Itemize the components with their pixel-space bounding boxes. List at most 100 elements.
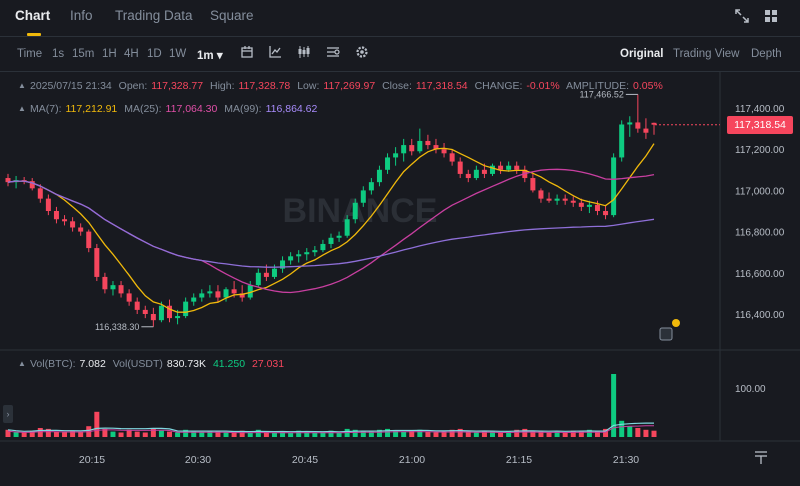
volume-bar bbox=[627, 426, 633, 437]
change-value: -0.01% bbox=[526, 80, 560, 92]
high-marker-label: 117,466.52 bbox=[579, 89, 623, 99]
expand-icon[interactable] bbox=[734, 9, 750, 25]
candle-body bbox=[603, 211, 609, 216]
ohlc-date: 2025/07/15 21:34 bbox=[30, 80, 112, 92]
candle-body bbox=[126, 293, 132, 302]
ma25-label: MA(25): bbox=[124, 103, 162, 115]
candle-body bbox=[514, 165, 520, 170]
vol-usdt-value: 830.73K bbox=[166, 358, 207, 370]
volume-bar bbox=[554, 431, 560, 437]
indicator-icon[interactable] bbox=[240, 45, 256, 61]
volume-bar bbox=[594, 430, 600, 437]
top-tab-bar: Chart Info Trading Data Square bbox=[0, 0, 800, 37]
chart-area[interactable]: BINANCE 117,400.00 117,200.00 117,000.00 116… bbox=[0, 72, 800, 481]
timeframe-time[interactable]: Time bbox=[17, 48, 43, 60]
view-original[interactable]: Original bbox=[620, 48, 664, 60]
candle-body bbox=[368, 182, 374, 191]
candle-body bbox=[546, 198, 552, 201]
candlestick-chart[interactable]: BINANCE 117,400.00 117,200.00 117,000.00 116… bbox=[0, 72, 800, 481]
candle-body bbox=[62, 219, 68, 222]
volume-bar bbox=[522, 428, 528, 437]
chart-type-icon[interactable] bbox=[268, 45, 284, 61]
volume-bar bbox=[441, 431, 447, 437]
candle-body bbox=[506, 165, 512, 170]
view-trading-view[interactable]: Trading View bbox=[673, 48, 740, 60]
volume-bar bbox=[102, 428, 108, 437]
volume-bar bbox=[53, 431, 59, 437]
tab-chart[interactable]: Chart bbox=[15, 8, 51, 23]
vol-btc-value: 7.082 bbox=[79, 358, 106, 370]
candle-body bbox=[142, 309, 148, 314]
time-tick-label: 20:15 bbox=[79, 454, 105, 466]
candle-body bbox=[247, 285, 253, 298]
collapse-ohlc-caret-icon[interactable]: ▲ bbox=[18, 81, 26, 90]
tab-trading-data[interactable]: Trading Data bbox=[115, 8, 193, 23]
draw-tools-icon[interactable] bbox=[326, 45, 342, 61]
candle-body bbox=[239, 293, 245, 298]
timeframe-1h[interactable]: 1H bbox=[102, 48, 117, 60]
candle-body bbox=[280, 260, 286, 269]
timeframe-4h[interactable]: 4H bbox=[124, 48, 139, 60]
volume-bar bbox=[328, 430, 334, 437]
ma99-value: 116,864.62 bbox=[265, 103, 318, 115]
grid-layout-icon[interactable] bbox=[763, 9, 779, 25]
volume-bar bbox=[619, 420, 625, 437]
volume-bar bbox=[110, 431, 116, 437]
expand-side-panel-icon[interactable]: › bbox=[3, 405, 13, 423]
candle-body bbox=[344, 219, 350, 236]
volume-bar bbox=[183, 429, 189, 437]
timeframe-1d[interactable]: 1D bbox=[147, 48, 162, 60]
candle-body bbox=[651, 122, 657, 125]
volume-bar bbox=[425, 431, 431, 437]
high-value: 117,328.78 bbox=[238, 80, 291, 92]
volume-bar bbox=[651, 430, 657, 437]
collapse-ma-caret-icon[interactable]: ▲ bbox=[18, 104, 26, 113]
timeframe-1s[interactable]: 1s bbox=[52, 48, 65, 60]
vol-usdt-label: Vol(USDT) bbox=[112, 358, 163, 370]
volume-bar bbox=[70, 430, 76, 437]
volume-bar bbox=[352, 429, 358, 437]
amplitude-label: AMPLITUDE: bbox=[566, 80, 630, 92]
collapse-vol-caret-icon[interactable]: ▲ bbox=[18, 359, 26, 368]
candle-body bbox=[110, 285, 116, 290]
close-label: Close: bbox=[382, 80, 412, 92]
tab-info[interactable]: Info bbox=[70, 8, 93, 23]
volume-bar bbox=[223, 432, 229, 437]
candle-body bbox=[643, 128, 649, 133]
candle-body bbox=[385, 157, 391, 170]
candle-body bbox=[102, 276, 108, 290]
volume-bar bbox=[207, 430, 213, 437]
timeframe-1w[interactable]: 1W bbox=[169, 48, 187, 60]
view-depth[interactable]: Depth bbox=[751, 48, 782, 60]
candle-body bbox=[191, 297, 197, 302]
price-tick-label: 117,400.00 bbox=[735, 104, 785, 115]
volume-bar bbox=[134, 431, 140, 437]
volume-bar bbox=[376, 429, 382, 437]
candle-body bbox=[409, 145, 415, 152]
volume-bar bbox=[255, 429, 261, 437]
open-value: 117,328.77 bbox=[151, 80, 204, 92]
candle-body bbox=[167, 305, 172, 319]
timeframe-1m-dropdown[interactable]: 1m ▾ bbox=[197, 50, 223, 62]
candle-body bbox=[336, 235, 342, 238]
candle-body bbox=[481, 169, 487, 174]
time-tick-label: 20:30 bbox=[185, 454, 211, 466]
candle-style-icon[interactable] bbox=[297, 45, 313, 61]
ma7-value: 117,212.91 bbox=[65, 103, 118, 115]
volume-bar bbox=[481, 430, 487, 437]
vol-ma-value-1: 41.250 bbox=[212, 358, 246, 370]
settings-icon[interactable] bbox=[355, 45, 371, 61]
volume-bar bbox=[449, 429, 455, 437]
tab-square[interactable]: Square bbox=[210, 8, 254, 23]
timeframe-15m[interactable]: 15m bbox=[72, 48, 95, 60]
candle-body bbox=[554, 198, 560, 201]
ma7-label: MA(7): bbox=[30, 103, 62, 115]
candle-body bbox=[570, 200, 576, 203]
candle-body bbox=[271, 268, 277, 277]
candle-body bbox=[360, 190, 366, 203]
candle-body bbox=[594, 204, 600, 211]
volume-bar bbox=[562, 432, 568, 437]
current-price-tag: 117,318.54 bbox=[727, 116, 793, 134]
candle-body bbox=[183, 301, 189, 317]
volume-bar bbox=[94, 411, 100, 437]
